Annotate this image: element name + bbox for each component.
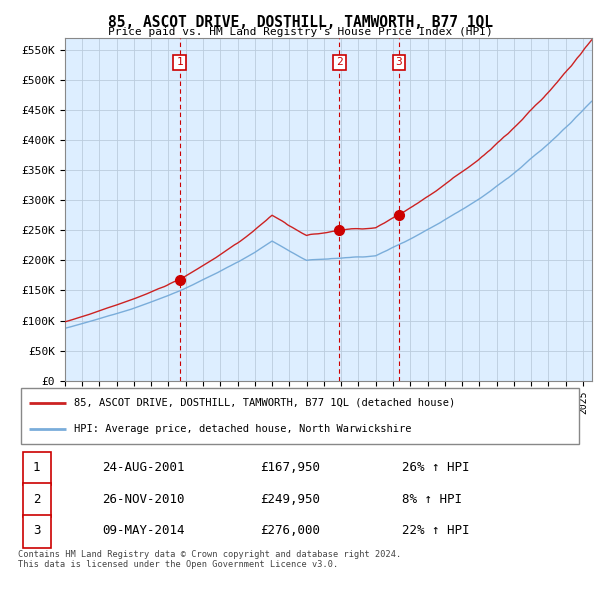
Text: 26-NOV-2010: 26-NOV-2010 [103,493,185,506]
Text: £249,950: £249,950 [260,493,320,506]
Text: HPI: Average price, detached house, North Warwickshire: HPI: Average price, detached house, Nort… [74,424,412,434]
Text: 3: 3 [395,57,403,67]
FancyBboxPatch shape [21,388,579,444]
Text: £167,950: £167,950 [260,461,320,474]
Text: 1: 1 [33,461,40,474]
Text: 85, ASCOT DRIVE, DOSTHILL, TAMWORTH, B77 1QL: 85, ASCOT DRIVE, DOSTHILL, TAMWORTH, B77… [107,15,493,30]
Text: Price paid vs. HM Land Registry's House Price Index (HPI): Price paid vs. HM Land Registry's House … [107,27,493,37]
FancyBboxPatch shape [23,514,51,548]
Text: 85, ASCOT DRIVE, DOSTHILL, TAMWORTH, B77 1QL (detached house): 85, ASCOT DRIVE, DOSTHILL, TAMWORTH, B77… [74,398,455,408]
Text: 24-AUG-2001: 24-AUG-2001 [103,461,185,474]
Text: 3: 3 [33,524,40,537]
Text: 09-MAY-2014: 09-MAY-2014 [103,524,185,537]
Text: 1: 1 [176,57,183,67]
Text: 2: 2 [336,57,343,67]
Text: £276,000: £276,000 [260,524,320,537]
Text: 8% ↑ HPI: 8% ↑ HPI [401,493,461,506]
Text: 22% ↑ HPI: 22% ↑ HPI [401,524,469,537]
Text: 26% ↑ HPI: 26% ↑ HPI [401,461,469,474]
Text: 2: 2 [33,493,40,506]
FancyBboxPatch shape [23,453,51,486]
Text: Contains HM Land Registry data © Crown copyright and database right 2024.
This d: Contains HM Land Registry data © Crown c… [18,550,401,569]
FancyBboxPatch shape [23,483,51,517]
